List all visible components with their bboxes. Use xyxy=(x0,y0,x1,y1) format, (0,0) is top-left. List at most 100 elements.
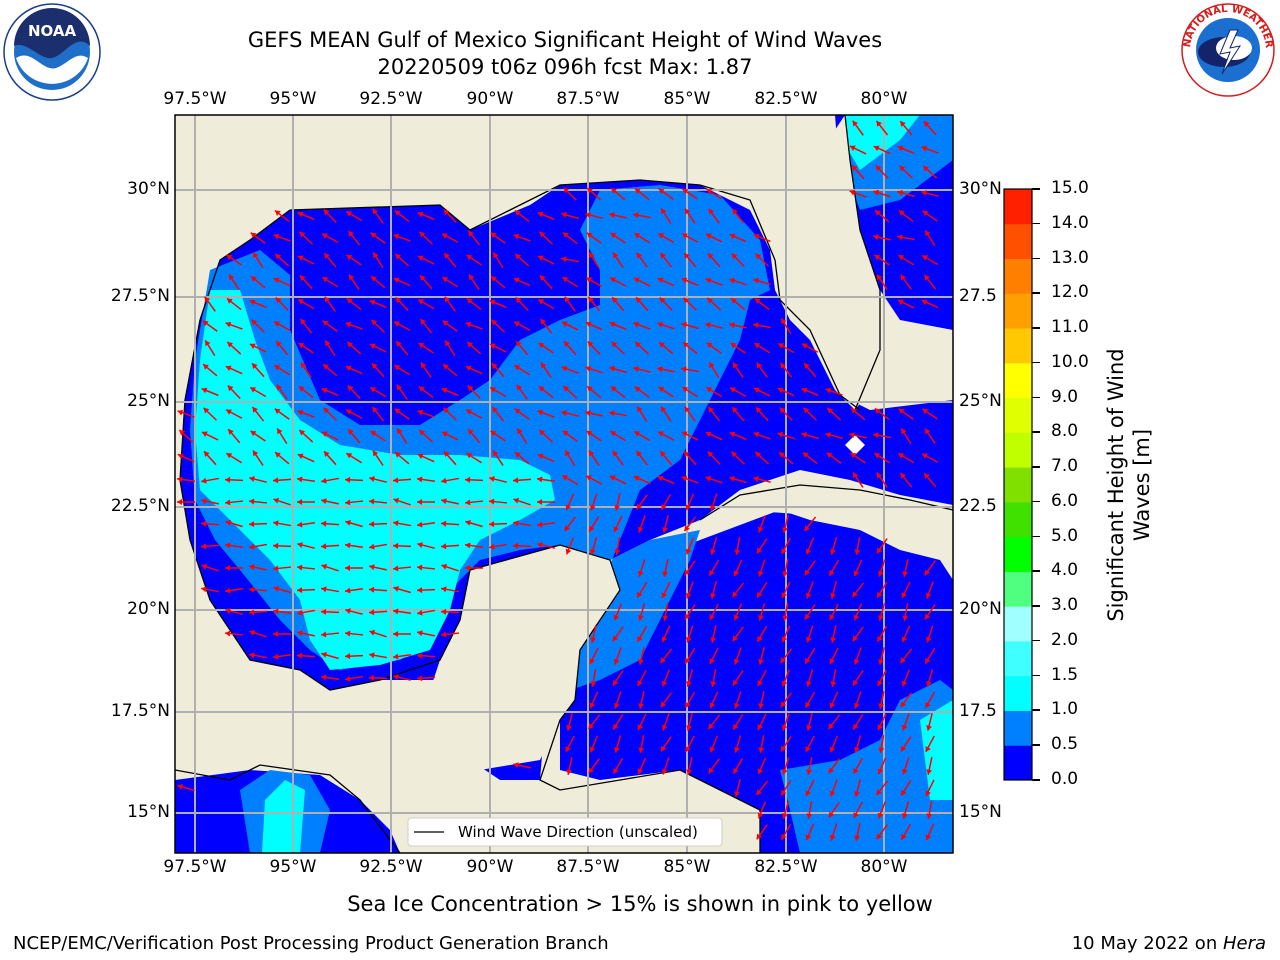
wave-arrow xyxy=(515,297,529,311)
wave-arrow xyxy=(296,476,316,483)
wave-arrow xyxy=(468,274,480,290)
colorbar-tick-mark xyxy=(1032,257,1040,260)
colorbar-tick-label: 9.0 xyxy=(1051,386,1079,407)
wave-arrow xyxy=(781,669,791,687)
wave-arrow xyxy=(614,537,621,555)
wave-arrow xyxy=(393,321,411,331)
colorbar-tick-label: 1.0 xyxy=(1051,699,1079,720)
wave-arrow xyxy=(829,735,839,753)
colorbar-tick-label: 3.0 xyxy=(1051,595,1079,616)
wave-arrow xyxy=(610,232,626,244)
wave-arrow xyxy=(709,691,719,709)
wave-arrow xyxy=(369,543,387,550)
wave-arrow xyxy=(273,233,291,242)
wave-arrow xyxy=(344,499,364,506)
wave-arrow xyxy=(756,625,768,643)
wave-arrow xyxy=(273,497,291,506)
wave-arrow xyxy=(852,670,864,686)
wave-arrow xyxy=(636,405,648,423)
wave-arrow xyxy=(369,652,387,659)
wave-arrow xyxy=(611,296,625,312)
wave-arrow xyxy=(392,565,412,572)
colorbar-label-line1: Significant Height of Wind xyxy=(1104,348,1128,622)
wave-arrow xyxy=(227,428,241,444)
wave-arrow xyxy=(512,477,532,484)
wave-arrow xyxy=(296,521,316,528)
wave-direction-arrows xyxy=(176,120,939,841)
wave-arrow xyxy=(465,520,483,528)
wave-arrow xyxy=(875,165,889,179)
wave-arrow xyxy=(681,233,699,243)
wave-arrow xyxy=(224,542,244,549)
wave-arrow xyxy=(418,429,434,443)
wave-arrow xyxy=(612,713,624,731)
wave-arrow xyxy=(922,165,938,179)
wave-arrow xyxy=(368,498,388,505)
wave-arrow xyxy=(873,234,891,241)
wave-arrow xyxy=(368,674,388,681)
lat-tick-left: 22.5°N xyxy=(110,496,170,516)
wave-arrow xyxy=(417,609,435,616)
wave-arrow xyxy=(609,366,627,374)
wave-arrow xyxy=(753,387,771,397)
wave-arrow xyxy=(853,647,862,665)
wave-arrow xyxy=(779,407,793,421)
wave-arrow xyxy=(897,190,915,198)
wave-arrow xyxy=(801,343,819,353)
wave-arrow xyxy=(705,475,723,484)
wave-arrow xyxy=(370,275,386,289)
wave-arrow xyxy=(467,428,481,444)
wave-arrow xyxy=(613,647,622,665)
wave-arrow xyxy=(684,406,696,422)
wave-arrow xyxy=(561,410,579,417)
lat-tick-right: 25°N xyxy=(959,391,1002,411)
wave-arrow xyxy=(614,735,622,753)
wave-arrow xyxy=(417,453,435,463)
colorbar-tick-mark xyxy=(1032,396,1040,399)
lon-tick-top: 90°W xyxy=(466,89,514,109)
wave-arrow xyxy=(320,631,340,638)
wave-arrow xyxy=(658,188,674,200)
wave-arrow xyxy=(681,386,699,398)
wave-arrow xyxy=(464,499,484,506)
wave-arrow xyxy=(609,430,627,442)
wave-arrow xyxy=(805,779,815,797)
wave-arrow xyxy=(538,385,554,399)
wave-arrow xyxy=(393,520,411,527)
wave-arrow xyxy=(610,385,626,399)
noaa-logo: NOAA xyxy=(3,3,101,101)
wave-arrow xyxy=(323,209,337,223)
wave-arrow xyxy=(683,297,697,311)
wave-arrow xyxy=(417,630,435,637)
wave-arrow xyxy=(395,340,409,356)
wave-arrow xyxy=(537,211,555,221)
hispaniola-islands xyxy=(845,435,865,455)
wave-arrow xyxy=(782,559,789,577)
lon-tick-top: 87.5°W xyxy=(556,89,620,109)
wave-arrow xyxy=(488,521,508,528)
wave-arrow xyxy=(757,713,767,731)
wave-arrow xyxy=(710,669,717,687)
wave-arrow xyxy=(877,559,886,577)
wave-arrow xyxy=(492,251,504,269)
wave-arrow xyxy=(924,604,936,620)
wave-arrow xyxy=(708,559,720,577)
wave-arrow xyxy=(587,341,601,355)
wave-arrow xyxy=(921,453,939,463)
wave-arrow xyxy=(345,565,363,571)
lon-tick-top: 95°W xyxy=(269,89,317,109)
wave-arrow xyxy=(323,450,337,466)
lon-tick-top: 97.5°W xyxy=(163,89,227,109)
wave-arrow xyxy=(297,298,315,310)
wave-arrow xyxy=(801,432,819,440)
wave-arrow xyxy=(345,452,363,464)
wave-arrow xyxy=(371,406,385,422)
wave-arrow xyxy=(729,233,747,243)
wave-arrow xyxy=(926,713,933,731)
wave-arrow xyxy=(633,321,651,330)
wave-arrow xyxy=(925,779,935,797)
wave-arrow xyxy=(251,362,265,378)
wave-arrow xyxy=(441,431,459,441)
wave-arrow xyxy=(539,274,553,290)
wave-arrow xyxy=(515,340,529,356)
